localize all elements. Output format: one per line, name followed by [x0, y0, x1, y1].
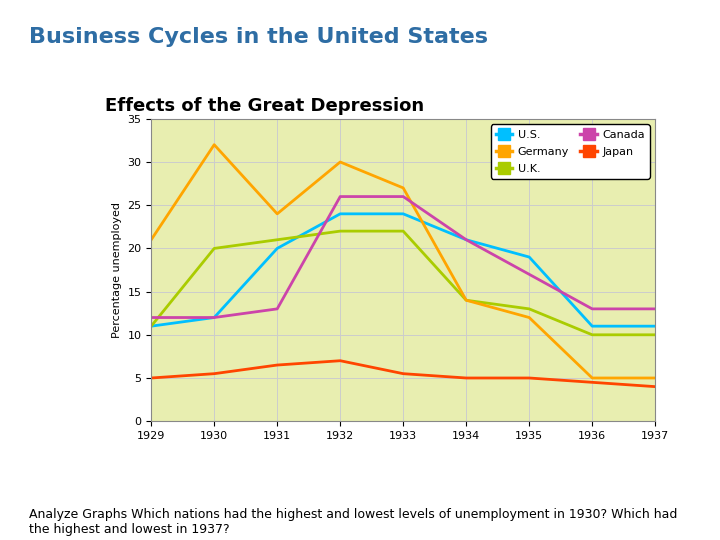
Text: Effects of the Great Depression: Effects of the Great Depression	[105, 97, 424, 115]
Text: Analyze Graphs Which nations had the highest and lowest levels of unemployment i: Analyze Graphs Which nations had the hig…	[29, 508, 678, 536]
Text: Business Cycles in the United States: Business Cycles in the United States	[29, 27, 488, 47]
Legend: U.S., Germany, U.K., Canada, Japan: U.S., Germany, U.K., Canada, Japan	[491, 124, 649, 179]
Y-axis label: Percentage unemployed: Percentage unemployed	[112, 202, 122, 338]
